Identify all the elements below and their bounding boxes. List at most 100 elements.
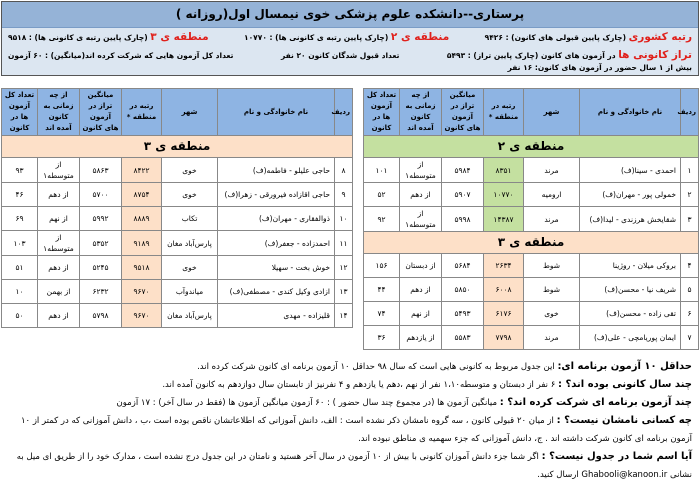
cell: ۶۲۳۲ [79,279,122,304]
accepted-count: تعداد قبول شدگان کانون ۲۰ نفر [280,51,400,60]
table-row: ۴ بروکی میلان - روژینا شوط ۲۶۳۴ ۵۶۸۴ از دبستا… [363,253,699,278]
cell: حاجی اقازاده فیرورقی - زهرا(ف) [217,182,335,207]
cell: احمدزاده - جعفر(ف) [217,230,335,256]
cell: ۹۶۷۰ [121,303,162,328]
table-row: ۱۳ ازادی وکیل کندی - مصطفی(ف) میاندوآب ۹۶۷۰… [1,279,353,304]
cell: ۵۶۸۴ [441,253,484,278]
table-row: ۱ احمدی - سینا(ف) مرند ۸۳۵۱ ۵۹۸۴ از متوسطه۱ ۱۰… [363,157,699,183]
cell: از دهم [37,182,80,207]
table-row: ۹ حاجی اقازاده فیرورقی - زهرا(ف) خوی ۸۷۵۴ ۵۷… [1,182,353,207]
cell: میاندوآب [161,279,218,304]
tables-area: ردیف نام خانوادگی و نام شهر رتبه در منطقه *… [1,88,699,350]
cell: ۸۷۵۴ [121,182,162,207]
cell: از متوسطه۱ [37,157,80,183]
column-header: رتبه در منطقه * [121,88,162,136]
column-header: شهر [523,88,580,136]
cell: خوش بخت - سهیلا [217,255,335,280]
table-row: ۵ شریف نیا - محسن(ف) شوط ۶۰۰۸ ۵۸۵۰ از دهم ۴۴ [363,277,699,302]
note: آیا اسم شما در جدول نیست؟ : اگر شما جزء … [16,451,692,480]
cell: ذوالفقاری - مهران(ف) [217,206,335,231]
note: چند آزمون برنامه ای شرکت کرده اند؟ : میا… [116,397,692,408]
table-row: ۶ تقی زاده - محسن(ف) خوی ۶۱۷۶ ۵۴۹۳ از نهم ۷۴ [363,301,699,326]
cell: از یازدهم [399,325,442,350]
cell: از دهم [37,303,80,328]
column-header: میانگین تراز در آزمون های کانون [79,88,122,136]
national-rank: رتبه کشوری (چارک پایین قبولی های کانون) … [484,31,692,43]
cell: ایمان پوریامچی - علی(ف) [579,325,681,350]
cell: ۶۰۰۸ [483,277,524,302]
cell: از بهمن [37,279,80,304]
table-row: ۱۰ ذوالفقاری - مهران(ف) تکاب ۸۸۸۹ ۵۹۹۲ از نهم… [1,206,353,231]
cell: ۳ [680,206,699,232]
region-row: منطقه ی ۳ [1,135,353,158]
cell: بروکی میلان - روژینا [579,253,681,278]
cell: از دبستان [399,253,442,278]
cell: خوی [161,255,218,280]
column-header: نام خانوادگی و نام [579,88,681,136]
cell: ۹۳ [1,157,38,183]
column-header: میانگین تراز در آزمون های کانون [441,88,484,136]
cell: ۱۱ [334,230,353,256]
cell: ۹ [334,182,353,207]
cell: شقایخش هرزندی - لیدا(ف) [579,206,681,232]
cell: شریف نیا - محسن(ف) [579,277,681,302]
cell: ۹۲ [363,206,400,232]
cell: ۱۰۳ [1,230,38,256]
cell: ۷۴ [363,301,400,326]
cell: ۵۸۶۳ [79,157,122,183]
table-row: ۳ شقایخش هرزندی - لیدا(ف) مرند ۱۴۳۸۷ ۵۹۹۸ از … [363,206,699,232]
cell: خمولی پور - مهران(ف) [579,182,681,207]
cell: ۱۰ [334,206,353,231]
cell: ۱۳ [334,279,353,304]
cell: از متوسطه۱ [37,230,80,256]
column-header: از چه زمانی به کانون آمده اند [37,88,80,136]
column-header: ردیف [331,88,353,136]
column-header: نام خانوادگی و نام [217,88,335,136]
column-header: تعداد کل آزمون ها در کانون [1,88,38,136]
left-table: ردیف نام خانوادگی و نام شهر رتبه در منطقه *… [1,88,353,328]
cell: ۸۴۲۲ [121,157,162,183]
cell: شوط [523,277,580,302]
cell: تقی زاده - محسن(ف) [579,301,681,326]
note: حداقل ۱۰ آزمون برنامه ای: این جدول مربوط… [197,361,692,372]
cell: ۸۳۵۱ [483,157,524,183]
cell: ۵ [680,277,699,302]
cell: ۷ [680,325,699,350]
over-one-year: بیش از ۱ سال حضور در آزمون های کانون: ۱۶… [507,63,692,72]
cell: از دهم [37,255,80,280]
cell: ۵۲۴۵ [79,255,122,280]
column-header: از چه زمانی به کانون آمده اند [399,88,442,136]
cell: از دهم [399,277,442,302]
cell: مرند [523,206,580,232]
table-row: ۸ حاجی علیلو - فاطمه(ف) خوی ۸۴۲۲ ۵۸۶۳ از متوس… [1,157,353,183]
region3-rank: منطقه ی ۳ (چارک پایین رتبه ی کانونی ها) … [8,31,209,43]
cell: ۵۷۹۸ [79,303,122,328]
cell: ۶ [680,301,699,326]
cell: ۵۹۹۸ [441,206,484,232]
cell: مرند [523,325,580,350]
header-row-stats: تراز کانونی ها در آزمون های کانون (چارک … [2,46,698,75]
table-row: ۷ ایمان پوریامچی - علی(ف) مرند ۷۷۹۸ ۵۵۸۳ از ی… [363,325,699,350]
cell: از نهم [399,301,442,326]
cell: ارومیه [523,182,580,207]
summary-header: پرستاری--دانشکده علوم پزشکی خوی نیمسال ا… [1,1,699,76]
cell: ۲۶۳۴ [483,253,524,278]
cell: ۵۹۰۷ [441,182,484,207]
notes: حداقل ۱۰ آزمون برنامه ای: این جدول مربوط… [1,358,699,484]
cell: پارس‌آباد مغان [161,303,218,328]
cell: خوی [161,157,218,183]
cell: ۱۴۳۸۷ [483,206,524,232]
cell: خوی [523,301,580,326]
table-row: ۲ خمولی پور - مهران(ف) ارومیه ۱۰۷۷۰ ۵۹۰۷ از د… [363,182,699,207]
column-header: ردیف [677,88,699,136]
cell: مرند [523,157,580,183]
cell: ۲ [680,182,699,207]
cell: ۹۵۱۸ [121,255,162,280]
cell: ۵۹۹۲ [79,206,122,231]
note: چه کسانی نامشان نیست؟ : از میان ۲۰ قبولی… [20,415,692,444]
cell: از نهم [37,206,80,231]
cell: ۱۲ [334,255,353,280]
cell: ۱ [680,157,699,183]
cell: از دهم [399,182,442,207]
region2-rank: منطقه ی ۲ (چارک پایین رتبه ی کانونی ها) … [244,31,450,43]
